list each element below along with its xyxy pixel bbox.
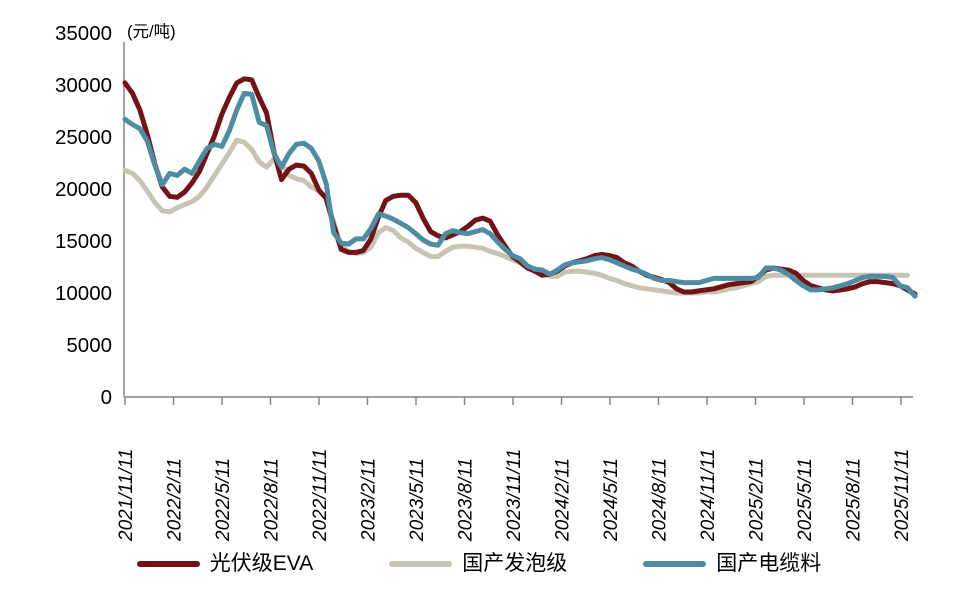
x-tick-label: 2022/5/11 [213,458,234,542]
price-chart: 0 5000 10000 15000 20000 25000 30000 35000 (元/吨)… [55,22,918,542]
x-tick-label: 2022/8/11 [262,458,283,542]
legend-item-cable: 国产电缆料 [643,553,821,574]
chart-legend: 光伏级EVA 国产发泡级 国产电缆料 [0,553,958,574]
legend-label-cable: 国产电缆料 [716,552,822,575]
legend-item-eva: 光伏级EVA [136,552,314,575]
y-tick-label: 20000 [55,178,112,201]
x-tick-label: 2025/2/11 [747,458,768,542]
x-tick-label: 2022/2/11 [165,458,186,542]
x-tick-label: 2024/11/11 [698,449,719,542]
legend-label-eva: 光伏级EVA [209,552,314,575]
y-tick-label: 30000 [55,74,112,97]
x-tick-label: 2024/8/11 [650,458,671,542]
y-tick-label: 25000 [55,126,112,149]
y-axis-unit-label: (元/吨) [127,22,176,41]
cable-line-swatch [643,560,707,567]
x-tick-label: 2024/5/11 [601,458,622,542]
x-tick-label: 2023/5/11 [407,458,428,542]
y-tick-label: 35000 [55,22,112,45]
x-tick-label: 2025/11/11 [892,449,913,542]
x-tick-label: 2025/8/11 [844,458,865,542]
x-tick-label: 2022/11/11 [310,449,331,542]
y-tick-label: 5000 [66,334,112,357]
x-tick-label: 2023/11/11 [504,449,525,542]
legend-item-foaming: 国产发泡级 [389,553,567,574]
series-line-cable [122,90,918,299]
eva-line-swatch [136,560,200,567]
y-tick-label: 15000 [55,230,112,253]
x-tick-label: 2021/11/11 [116,449,137,542]
y-tick-label: 0 [101,386,112,409]
x-tick-label: 2023/2/11 [359,458,380,542]
x-tick-label: 2023/8/11 [456,458,477,542]
legend-label-foaming: 国产发泡级 [462,552,568,575]
foaming-line-swatch [389,560,453,567]
chart-canvas: 0 5000 10000 15000 20000 25000 30000 35000 (元/吨)… [55,22,918,542]
y-tick-label: 10000 [55,282,112,305]
x-tick-label: 2024/2/11 [553,458,574,542]
x-tick-label: 2025/5/11 [795,458,816,542]
